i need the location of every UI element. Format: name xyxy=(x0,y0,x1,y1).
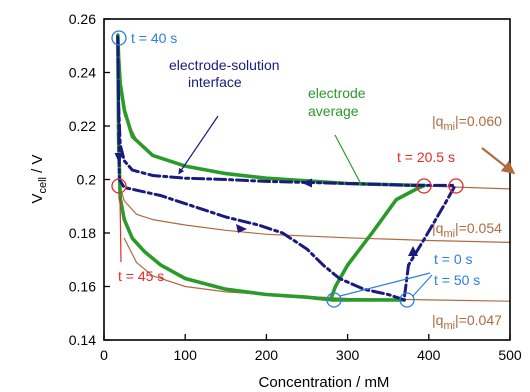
y-tick-label-3: 0.2 xyxy=(77,172,97,188)
y-tick-label-2: 0.18 xyxy=(69,225,96,241)
marker-t0-a xyxy=(326,292,342,308)
y-tick-label-1: 0.16 xyxy=(69,279,96,295)
arrow-down-left xyxy=(114,153,124,163)
label-q3: |qmi|=0.047 xyxy=(432,312,502,332)
pointer-t0-a xyxy=(339,272,431,297)
y-tick-label-6: 0.26 xyxy=(69,11,96,27)
pointer-interface xyxy=(178,115,219,175)
label-t40: t = 40 s xyxy=(131,30,177,46)
label-average-2: average xyxy=(308,103,359,119)
label-t50: t = 50 s xyxy=(434,272,480,288)
x-tick-label-5: 500 xyxy=(498,347,522,363)
series-line-0 xyxy=(116,33,427,302)
label-interface-1: electrode-solution xyxy=(169,57,280,73)
direction-arrows xyxy=(114,153,418,256)
x-tick-label-2: 200 xyxy=(255,347,279,363)
arrow-left-upper xyxy=(302,178,312,188)
y-tick-label-5: 0.24 xyxy=(69,65,96,81)
y-axis-title: Vcell / V xyxy=(29,154,49,203)
label-t0: t = 0 s xyxy=(434,251,473,267)
pointer-t0-b xyxy=(412,274,433,297)
series-line-1 xyxy=(116,33,457,302)
x-tick-label-4: 400 xyxy=(417,347,441,363)
marker-t45 xyxy=(111,178,127,194)
x-axis-title: Concentration / mM xyxy=(259,374,390,391)
series-layer xyxy=(116,33,511,302)
series-line-4 xyxy=(123,237,511,302)
marker-t20-b xyxy=(448,178,464,194)
y-tick-label-4: 0.22 xyxy=(69,118,96,134)
arrow-right-lower xyxy=(236,224,247,233)
ticks-layer: 0 100 200 300 400 500 0.14 0.16 0.18 0.2 0.22 0.24 0… xyxy=(69,11,522,363)
x-tick-label-0: 0 xyxy=(100,347,108,363)
marker-t20-a xyxy=(416,178,432,194)
marker-t40 xyxy=(111,30,127,46)
label-interface-2: interface xyxy=(188,74,242,90)
x-tick-label-3: 300 xyxy=(336,347,360,363)
trend-arrow xyxy=(481,147,516,175)
y-tick-label-0: 0.14 xyxy=(69,332,96,348)
label-t45: t = 45 s xyxy=(118,268,164,284)
label-t20: t = 20.5 s xyxy=(397,149,455,165)
label-q2: |qmi|=0.054 xyxy=(432,220,502,240)
arrow-up-right xyxy=(408,246,418,256)
series-line-3 xyxy=(118,181,511,243)
marker-t0-b xyxy=(399,292,415,308)
x-tick-label-1: 100 xyxy=(174,347,198,363)
pointer-average xyxy=(334,134,363,187)
label-q1: |qmi|=0.060 xyxy=(432,113,502,133)
pointer-t45 xyxy=(119,196,122,263)
label-average-1: electrode xyxy=(308,85,366,101)
